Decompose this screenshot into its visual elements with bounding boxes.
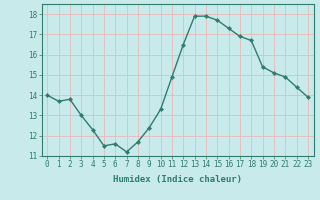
- X-axis label: Humidex (Indice chaleur): Humidex (Indice chaleur): [113, 175, 242, 184]
